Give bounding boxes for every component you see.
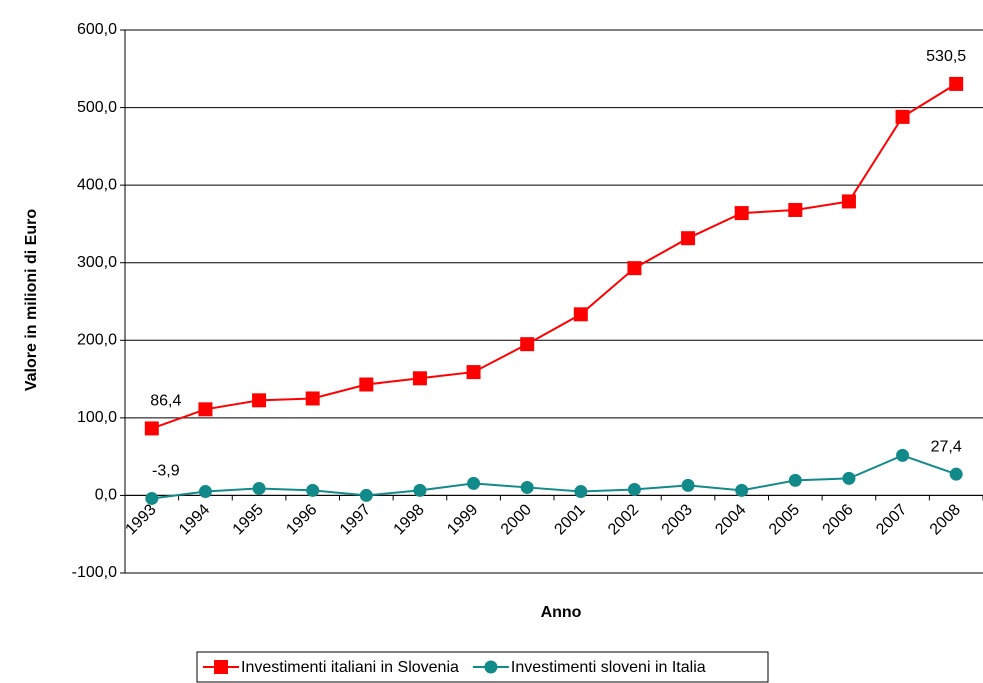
data-label: 530,5 [926, 48, 966, 65]
x-tick-label: 1993 [122, 501, 159, 538]
x-tick-label: 1994 [176, 501, 213, 538]
data-label: 86,4 [150, 393, 181, 410]
marker [466, 365, 481, 380]
marker [788, 202, 803, 217]
x-tick-label: 2000 [498, 501, 535, 538]
marker [144, 421, 159, 436]
x-tick-label: 1998 [391, 501, 428, 538]
y-tick-label: 300,0 [77, 254, 117, 271]
marker [359, 377, 374, 392]
x-tick-label: 2004 [712, 501, 749, 538]
marker [305, 391, 320, 406]
marker [198, 485, 212, 499]
y-tick-label: 0,0 [95, 487, 117, 504]
marker [520, 480, 534, 494]
series-line [151, 83, 957, 430]
y-axis-title: Valore in milioni di Euro [23, 209, 40, 391]
legend-marker [214, 660, 228, 674]
x-tick-label: 2007 [873, 501, 910, 538]
data-label: -3,9 [152, 463, 180, 480]
marker [627, 261, 642, 276]
marker [627, 482, 641, 496]
series-line [151, 454, 957, 500]
marker [306, 483, 320, 497]
marker [842, 471, 856, 485]
x-tick-label: 2002 [605, 501, 642, 538]
legend-label: Investimenti italiani in Slovenia [241, 659, 459, 676]
x-tick-label: 1995 [230, 501, 267, 538]
x-tick-label: 2005 [766, 501, 803, 538]
marker [949, 76, 964, 91]
y-tick-label: 500,0 [77, 99, 117, 116]
marker [574, 485, 588, 499]
x-tick-label: 1997 [337, 501, 374, 538]
y-tick-label: 400,0 [77, 176, 117, 193]
x-tick-label: 2001 [551, 501, 588, 538]
marker [735, 483, 749, 497]
y-tick-label: 600,0 [77, 21, 117, 38]
y-tick-label: -100,0 [72, 564, 117, 581]
y-tick-label: 100,0 [77, 409, 117, 426]
data-label: 27,4 [931, 438, 962, 455]
x-tick-label: 2003 [659, 501, 696, 538]
marker [681, 478, 695, 492]
x-axis-title: Anno [541, 604, 582, 621]
marker [467, 476, 481, 490]
x-tick-label: 1999 [444, 501, 481, 538]
x-tick-label: 2006 [820, 501, 857, 538]
marker [681, 231, 696, 246]
marker [949, 467, 963, 481]
marker [896, 448, 910, 462]
marker [520, 337, 535, 352]
marker [359, 488, 373, 502]
marker [198, 402, 213, 417]
x-tick-label: 1996 [283, 501, 320, 538]
marker [788, 473, 802, 487]
legend-marker [484, 660, 498, 674]
y-tick-label: 200,0 [77, 332, 117, 349]
x-tick-label: 2008 [927, 501, 964, 538]
marker [252, 393, 267, 408]
marker [252, 481, 266, 495]
marker [573, 307, 588, 322]
marker [145, 491, 159, 505]
marker [734, 206, 749, 221]
marker [412, 371, 427, 386]
marker [841, 194, 856, 209]
marker [895, 109, 910, 124]
legend-label: Investimenti sloveni in Italia [511, 659, 706, 676]
marker [413, 483, 427, 497]
